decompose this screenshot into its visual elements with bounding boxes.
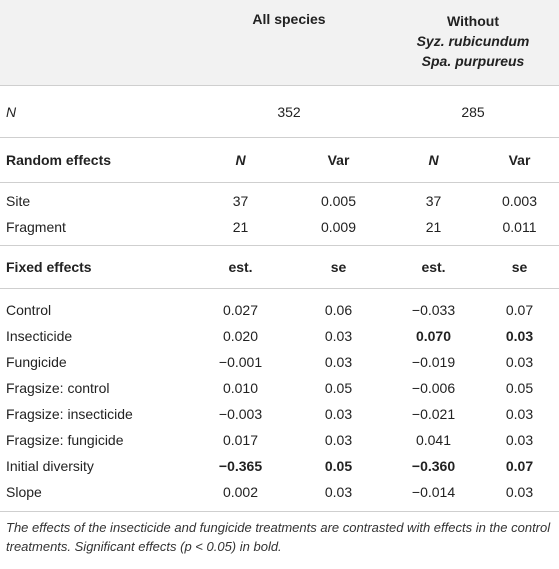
header-without-species-1: Syz. rubicundum <box>416 33 530 49</box>
table-row: Fragsize: control 0.010 0.05 −0.006 0.05 <box>0 375 559 401</box>
row-label: Fragment <box>6 219 66 235</box>
cell-significant: 0.03 <box>505 328 534 344</box>
cell: 0.027 <box>222 302 259 318</box>
cell: 0.010 <box>222 380 259 396</box>
header-without: Without Syz. rubicundum Spa. purpureus <box>387 0 559 71</box>
table-row: Fragsize: insecticide −0.003 0.03 −0.021… <box>0 401 559 427</box>
fixed-effects-body: Control 0.027 0.06 −0.033 0.07 Insectici… <box>0 289 559 512</box>
random-header-n-all: N <box>235 152 246 168</box>
cell-significant: −0.365 <box>218 458 263 474</box>
row-label: Site <box>6 193 31 209</box>
random-header-n-without: N <box>428 152 439 168</box>
row-label: Slope <box>6 484 42 500</box>
row-label: Fragsize: insecticide <box>6 406 133 422</box>
cell: 21 <box>425 219 442 235</box>
table-header: All species Without Syz. rubicundum Spa.… <box>0 0 559 86</box>
table-row: Fungicide −0.001 0.03 −0.019 0.03 <box>0 349 559 375</box>
cell: 0.03 <box>324 484 353 500</box>
cell: 0.03 <box>324 328 353 344</box>
cell: 0.03 <box>505 484 534 500</box>
table-row: Initial diversity −0.365 0.05 −0.360 0.0… <box>0 453 559 479</box>
row-label: Fungicide <box>6 354 67 370</box>
cell: 0.011 <box>502 219 537 235</box>
table-row: Fragsize: fungicide 0.017 0.03 0.041 0.0… <box>0 427 559 453</box>
cell-significant: 0.05 <box>324 458 353 474</box>
cell-significant: −0.360 <box>411 458 456 474</box>
random-header-var-all: Var <box>327 152 350 168</box>
cell: 0.003 <box>501 193 538 209</box>
n-without: 285 <box>461 103 485 120</box>
fixed-header-est-all: est. <box>228 259 253 275</box>
fixed-header-est-without: est. <box>421 259 446 275</box>
cell-significant: 0.07 <box>505 458 534 474</box>
cell: 0.002 <box>222 484 259 500</box>
row-label: Insecticide <box>6 328 73 344</box>
n-label: N <box>6 103 17 120</box>
fixed-header-se-without: se <box>511 259 528 275</box>
cell: 0.03 <box>324 432 353 448</box>
random-effects-header: Random effects N Var N Var <box>0 138 559 183</box>
cell: 0.03 <box>505 406 534 422</box>
cell: 0.017 <box>222 432 259 448</box>
table-row: Insecticide 0.020 0.03 0.070 0.03 <box>0 323 559 349</box>
header-without-label: Without <box>447 13 499 29</box>
random-header-var-without: Var <box>508 152 531 168</box>
fixed-effects-header: Fixed effects est. se est. se <box>0 246 559 289</box>
table-footnote: The effects of the insecticide and fungi… <box>6 520 551 554</box>
cell: 0.009 <box>320 219 357 235</box>
random-effects-body: Site 37 0.005 37 0.003 Fragment 21 0.009… <box>0 183 559 246</box>
cell: 0.06 <box>324 302 353 318</box>
cell: 0.041 <box>415 432 452 448</box>
cell: 0.07 <box>505 302 534 318</box>
results-table: All species Without Syz. rubicundum Spa.… <box>0 0 559 554</box>
cell: −0.021 <box>411 406 456 422</box>
n-row: N 352 285 <box>0 86 559 138</box>
row-label: Fragsize: control <box>6 380 110 396</box>
cell: −0.006 <box>411 380 456 396</box>
cell-significant: 0.070 <box>415 328 452 344</box>
cell: 0.03 <box>324 406 353 422</box>
cell: −0.014 <box>411 484 456 500</box>
cell: −0.001 <box>218 354 263 370</box>
table-row: Slope 0.002 0.03 −0.014 0.03 <box>0 479 559 505</box>
table-row: Control 0.027 0.06 −0.033 0.07 <box>0 297 559 323</box>
fixed-effects-label: Fixed effects <box>6 259 92 275</box>
cell: 37 <box>425 193 442 209</box>
cell: 21 <box>232 219 249 235</box>
header-all-species: All species <box>252 11 326 27</box>
cell: 0.05 <box>324 380 353 396</box>
cell: 0.005 <box>320 193 357 209</box>
cell: 37 <box>232 193 249 209</box>
cell: 0.03 <box>324 354 353 370</box>
cell: 0.05 <box>505 380 534 396</box>
n-all: 352 <box>277 103 301 120</box>
cell: −0.019 <box>411 354 456 370</box>
table-row: Site 37 0.005 37 0.003 <box>0 188 559 214</box>
row-label: Fragsize: fungicide <box>6 432 124 448</box>
row-label: Control <box>6 302 52 318</box>
cell: 0.020 <box>222 328 259 344</box>
random-effects-label: Random effects <box>6 152 112 168</box>
cell: −0.033 <box>411 302 456 318</box>
cell: −0.003 <box>218 406 263 422</box>
row-label: Initial diversity <box>6 458 94 474</box>
cell: 0.03 <box>505 432 534 448</box>
cell: 0.03 <box>505 354 534 370</box>
table-row: Fragment 21 0.009 21 0.011 <box>0 214 559 240</box>
header-without-species-2: Spa. purpureus <box>421 53 525 69</box>
fixed-header-se-all: se <box>330 259 347 275</box>
